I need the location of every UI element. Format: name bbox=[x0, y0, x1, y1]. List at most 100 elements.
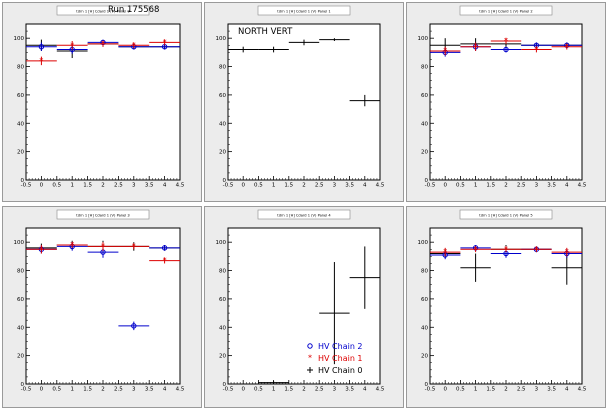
data-point: * bbox=[490, 245, 522, 254]
x-tick-label: 4.5 bbox=[578, 183, 587, 189]
x-tick-label: 3 bbox=[132, 183, 136, 189]
x-tick-label: 1.5 bbox=[284, 387, 293, 393]
x-tick-label: 1.5 bbox=[284, 183, 293, 189]
star-marker: * bbox=[504, 245, 508, 254]
x-tick-label: 3.5 bbox=[345, 183, 354, 189]
data-point bbox=[228, 46, 259, 53]
data-point: * bbox=[118, 41, 150, 50]
star-marker: * bbox=[132, 41, 136, 50]
y-tick-label: 80 bbox=[421, 269, 428, 275]
panel-title-box bbox=[56, 5, 150, 16]
x-tick-label: -0.5 bbox=[425, 183, 436, 189]
y-tick-label: 40 bbox=[219, 325, 226, 331]
x-tick-label: 0.5 bbox=[52, 183, 61, 189]
y-tick-label: 80 bbox=[17, 269, 24, 275]
star-marker: * bbox=[101, 242, 105, 251]
x-tick-label: 3.5 bbox=[547, 387, 556, 393]
data-point: * bbox=[56, 41, 88, 50]
y-tick-label: 60 bbox=[219, 93, 226, 99]
x-tick-label: 4 bbox=[565, 183, 569, 189]
data-point bbox=[258, 381, 289, 384]
data-point: * bbox=[118, 242, 150, 251]
y-tick-label: 60 bbox=[219, 297, 226, 303]
y-tick-label: 60 bbox=[421, 93, 428, 99]
x-tick-label: 0 bbox=[443, 387, 447, 393]
data-point bbox=[349, 94, 380, 107]
data-series: * * * * * bbox=[26, 241, 180, 265]
panel-title: tdrn 1 [H] Cdard 1 (V) Panel 0 bbox=[76, 10, 130, 14]
y-tick-label: 20 bbox=[17, 150, 24, 156]
y-tick-label: 100 bbox=[14, 36, 25, 42]
y-tick-label: 0 bbox=[223, 178, 227, 184]
star-marker: * bbox=[565, 248, 569, 257]
data-series bbox=[228, 38, 380, 107]
x-tick-label: 3.5 bbox=[145, 183, 154, 189]
chart-panel: tdrn 1 [H] Cdard 1 (V) Panel 5-0.5 0 0.5 1 1… bbox=[406, 206, 606, 408]
y-tick-label: 100 bbox=[216, 240, 227, 246]
x-tick-label: 1 bbox=[272, 387, 276, 393]
x-tick-label: -0.5 bbox=[21, 183, 32, 189]
x-tick-label: 4 bbox=[163, 387, 167, 393]
plot-area bbox=[227, 23, 381, 181]
data-point: * bbox=[87, 39, 119, 48]
x-tick-label: 0 bbox=[241, 183, 245, 189]
x-tick-label: 3 bbox=[333, 387, 337, 393]
x-tick-label: 3.5 bbox=[345, 387, 354, 393]
circle-marker bbox=[131, 323, 137, 329]
chart-panel: tdrn 1 [H] Cdard 1 (V) Panel 4-0.5 0 0.5 1 1… bbox=[204, 206, 404, 408]
data-point: * bbox=[26, 245, 57, 254]
y-tick-label: 80 bbox=[17, 65, 24, 71]
panel-title-box bbox=[56, 209, 150, 220]
x-tick-label: 0 bbox=[443, 183, 447, 189]
y-tick-label: 20 bbox=[219, 354, 226, 360]
x-tick-label: 2.5 bbox=[315, 387, 324, 393]
legend: HV Chain 2 * HV Chain 1 HV Chain 0 bbox=[307, 342, 363, 375]
y-tick-label: 20 bbox=[421, 354, 428, 360]
panel-title: tdrn 1 [H] Cdard 1 (V) Panel 5 bbox=[479, 214, 532, 218]
x-tick-label: 1 bbox=[474, 183, 478, 189]
x-tick-label: 3.5 bbox=[547, 183, 556, 189]
data-point: * bbox=[551, 42, 582, 51]
y-tick-label: 80 bbox=[421, 65, 428, 71]
x-tick-label: 0 bbox=[40, 183, 44, 189]
x-tick-label: 1.5 bbox=[83, 183, 92, 189]
data-point bbox=[258, 46, 289, 53]
y-tick-label: 100 bbox=[14, 240, 25, 246]
star-marker: * bbox=[132, 242, 136, 251]
x-tick-label: 0 bbox=[241, 387, 245, 393]
x-tick-label: 2.5 bbox=[315, 183, 324, 189]
y-tick-label: 0 bbox=[21, 178, 25, 184]
x-tick-label: 3 bbox=[535, 183, 539, 189]
data-point bbox=[149, 245, 180, 251]
x-tick-label: 0.5 bbox=[456, 387, 465, 393]
panel-title: tdrn 1 [H] Cdard 1 (V) Panel 4 bbox=[277, 214, 331, 218]
x-tick-label: 4 bbox=[163, 183, 167, 189]
y-tick-label: 40 bbox=[421, 325, 428, 331]
panel-title-box bbox=[459, 209, 553, 220]
y-tick-label: 100 bbox=[216, 36, 227, 42]
star-marker: * bbox=[565, 42, 569, 51]
data-point: * bbox=[149, 38, 180, 47]
data-point: * bbox=[551, 248, 582, 257]
y-tick-label: 60 bbox=[421, 297, 428, 303]
star-marker: * bbox=[39, 245, 43, 254]
x-tick-label: 2.5 bbox=[517, 183, 526, 189]
star-marker: * bbox=[163, 256, 167, 265]
plot-area bbox=[227, 227, 381, 385]
x-tick-label: 3 bbox=[132, 387, 136, 393]
data-point: * bbox=[460, 245, 491, 254]
y-tick-label: 20 bbox=[421, 150, 428, 156]
x-tick-label: 2 bbox=[504, 387, 508, 393]
x-tick-label: 2 bbox=[504, 183, 508, 189]
star-marker: * bbox=[443, 47, 447, 56]
data-point: * bbox=[149, 256, 180, 265]
y-tick-label: 40 bbox=[17, 325, 24, 331]
star-marker: * bbox=[474, 42, 478, 51]
y-tick-label: 100 bbox=[418, 36, 429, 42]
data-point: * bbox=[26, 56, 57, 65]
data-point: * bbox=[460, 42, 491, 51]
y-tick-label: 80 bbox=[219, 269, 226, 275]
data-point bbox=[349, 246, 380, 309]
x-tick-label: 2.5 bbox=[517, 387, 526, 393]
